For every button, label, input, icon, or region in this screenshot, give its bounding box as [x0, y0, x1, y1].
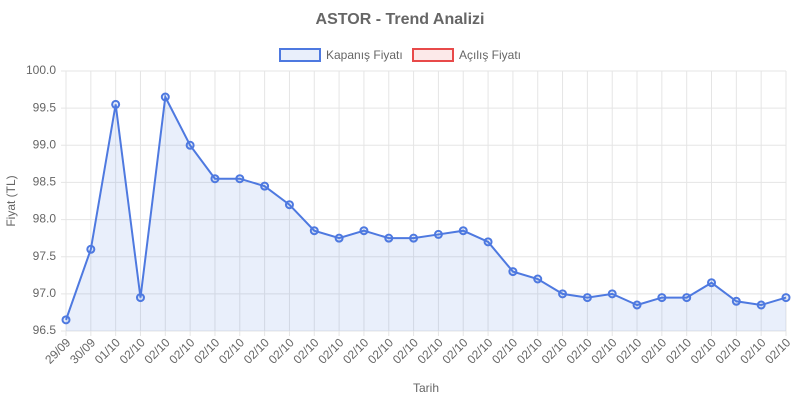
point [533, 274, 543, 284]
point [657, 293, 667, 303]
y-tick-label: 97.5 [33, 249, 57, 263]
x-tick-label: 02/10 [489, 335, 520, 366]
x-tick-label: 02/10 [142, 335, 173, 366]
point [707, 278, 717, 288]
x-tick-label: 02/10 [613, 335, 644, 366]
x-tick-label: 02/10 [266, 335, 297, 366]
x-tick-label: 02/10 [762, 335, 793, 366]
point [558, 289, 568, 299]
legend-label: Kapanış Fiyatı [326, 48, 403, 62]
y-axis-title: Fiyat (TL) [4, 175, 18, 226]
x-tick-label: 01/10 [92, 335, 123, 366]
x-tick-label: 29/09 [42, 335, 73, 366]
x-tick-label: 02/10 [415, 335, 446, 366]
x-tick-label: 02/10 [117, 335, 148, 366]
x-tick-label: 02/10 [737, 335, 768, 366]
point [235, 174, 245, 184]
point [210, 174, 220, 184]
point [185, 140, 195, 150]
x-tick-label: 02/10 [439, 335, 470, 366]
point [334, 233, 344, 243]
point [607, 289, 617, 299]
point [458, 226, 468, 236]
x-tick-label: 30/09 [67, 335, 98, 366]
point [409, 233, 419, 243]
y-tick-label: 99.0 [33, 137, 57, 151]
point [359, 226, 369, 236]
legend-swatch [279, 48, 321, 62]
point [135, 293, 145, 303]
y-tick-label: 96.5 [33, 323, 57, 337]
point [61, 315, 71, 325]
point [284, 200, 294, 210]
point [433, 229, 443, 239]
legend-swatch [412, 48, 454, 62]
x-tick-label: 02/10 [291, 335, 322, 366]
point [682, 293, 692, 303]
point [483, 237, 493, 247]
chart-title: ASTOR - Trend Analizi [316, 11, 485, 28]
x-tick-label: 02/10 [588, 335, 619, 366]
x-tick-label: 02/10 [638, 335, 669, 366]
x-axis-title: Tarih [413, 381, 439, 395]
point [160, 92, 170, 102]
y-tick-label: 98.0 [33, 212, 57, 226]
point [260, 181, 270, 191]
point [86, 244, 96, 254]
x-tick-label: 02/10 [390, 335, 421, 366]
y-tick-label: 98.5 [33, 175, 57, 189]
point [582, 293, 592, 303]
x-tick-label: 02/10 [564, 335, 595, 366]
x-tick-label: 02/10 [539, 335, 570, 366]
x-tick-label: 02/10 [464, 335, 495, 366]
x-tick-label: 02/10 [365, 335, 396, 366]
x-tick-label: 02/10 [713, 335, 744, 366]
x-tick-label: 02/10 [688, 335, 719, 366]
x-tick-label: 02/10 [216, 335, 247, 366]
y-tick-label: 99.5 [33, 100, 57, 114]
point [632, 300, 642, 310]
legend-label: Açılış Fiyatı [459, 48, 521, 62]
x-tick-label: 02/10 [191, 335, 222, 366]
point [111, 99, 121, 109]
x-tick-label: 02/10 [663, 335, 694, 366]
point [731, 296, 741, 306]
point [384, 233, 394, 243]
x-tick-label: 02/10 [514, 335, 545, 366]
x-tick-label: 02/10 [340, 335, 371, 366]
point [756, 300, 766, 310]
x-tick-label: 02/10 [241, 335, 272, 366]
point [508, 267, 518, 277]
x-tick-label: 02/10 [315, 335, 346, 366]
x-tick-label: 02/10 [166, 335, 197, 366]
point [309, 226, 319, 236]
point [781, 293, 791, 303]
y-tick-label: 100.0 [26, 63, 56, 77]
area [66, 97, 786, 331]
y-tick-label: 97.0 [33, 286, 57, 300]
